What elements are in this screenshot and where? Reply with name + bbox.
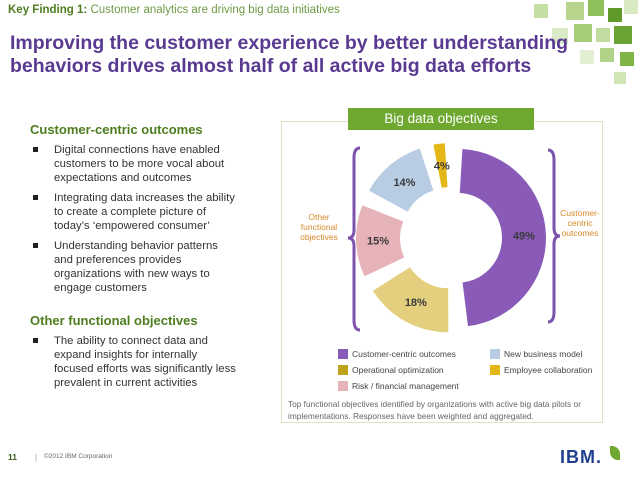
bullet-square-icon — [33, 338, 38, 343]
group-label-other: Other functional objectives — [300, 212, 338, 242]
donut-slice-operational-optimization — [372, 267, 449, 333]
bullet-text: Integrating data increases the ability t… — [54, 192, 235, 232]
slice-value-label: 14% — [393, 177, 415, 189]
footer-separator: | — [35, 453, 38, 462]
legend-swatch — [338, 365, 348, 375]
slice-value-label: 49% — [513, 231, 535, 243]
donut-slice-employee-collaboration — [433, 143, 448, 188]
legend-label: New business model — [504, 349, 583, 359]
donut-slice-risk-financial-management — [356, 205, 405, 277]
page-title: Improving the customer experience by bet… — [10, 32, 569, 77]
other-objectives-brace — [347, 146, 361, 332]
key-finding-line: Key Finding 1: Customer analytics are dr… — [8, 4, 340, 16]
copyright-text: ©2012 IBM Corporation — [44, 453, 113, 460]
leaf-icon — [610, 446, 620, 460]
bullet-square-icon — [33, 147, 38, 152]
bullet-square-icon — [33, 195, 38, 200]
legend-item: Employee collaboration — [490, 365, 592, 375]
legend-label: Risk / financial management — [352, 381, 459, 391]
bullet-text: Digital connections have enabled custome… — [54, 144, 225, 184]
key-finding-label: Key Finding 1: — [8, 4, 88, 16]
legend-item: Risk / financial management — [338, 381, 459, 391]
slice-value-label: 15% — [367, 235, 389, 247]
bullet-item: Understanding behavior patterns and pref… — [30, 239, 239, 295]
legend-item: Operational optimization — [338, 365, 444, 375]
bullet-square-icon — [33, 243, 38, 248]
bullet-text: The ability to connect data and expand i… — [54, 335, 236, 389]
legend-swatch — [490, 349, 500, 359]
legend-label: Employee collaboration — [504, 365, 593, 375]
group-label-customer-centric: Customer-centric outcomes — [560, 208, 600, 238]
decorative-mosaic — [534, 0, 638, 84]
slice-value-label: 18% — [405, 297, 427, 309]
objectives-donut-chart: Customer-centric outcomes Other functional… — [300, 143, 600, 333]
section-heading-other-functional: Other functional objectives — [30, 313, 198, 328]
legend-item: New business model — [490, 349, 582, 359]
legend-swatch — [338, 349, 348, 359]
chart-title: Big data objectives — [348, 108, 534, 130]
customer-centric-brace — [547, 148, 561, 324]
slice-value-label: 4% — [434, 161, 450, 173]
legend-label: Operational optimization — [352, 365, 444, 375]
legend-label: Customer-centric outcomes — [352, 349, 456, 359]
key-finding-text: Customer analytics are driving big data … — [90, 4, 340, 16]
donut-slice-new-business-model — [369, 148, 434, 212]
bullet-item: Digital connections have enabled custome… — [30, 143, 239, 185]
chart-footnote: Top functional objectives identified by … — [288, 399, 581, 421]
section-heading-customer-centric: Customer-centric outcomes — [30, 122, 203, 137]
ibm-logo: IBM. — [560, 447, 602, 467]
page-number: 11 — [8, 452, 17, 462]
bullet-text: Understanding behavior patterns and pref… — [54, 240, 218, 294]
bullet-item: Integrating data increases the ability t… — [30, 191, 239, 233]
legend-swatch — [338, 381, 348, 391]
donut-slice-customer-centric-outcomes — [459, 148, 546, 327]
legend-item: Customer-centric outcomes — [338, 349, 456, 359]
outcomes-column: Customer-centric outcomes Digital connec… — [30, 122, 280, 396]
legend-swatch — [490, 365, 500, 375]
bullet-item: The ability to connect data and expand i… — [30, 334, 239, 390]
